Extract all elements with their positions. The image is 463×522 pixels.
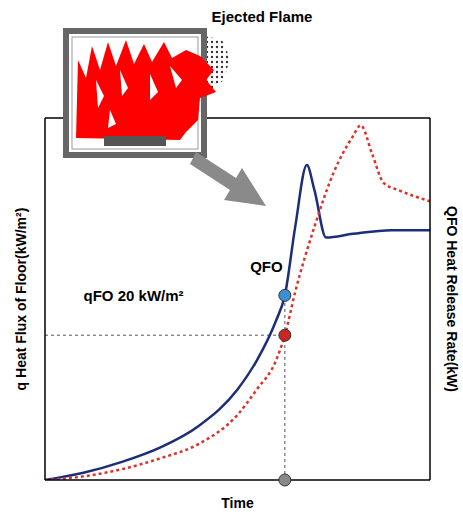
- svg-text:q Heat Flux of Floor(kW/m²): q Heat Flux of Floor(kW/m²): [13, 208, 29, 391]
- svg-text:QFO Heat Release Rate(kW): QFO Heat Release Rate(kW): [444, 206, 460, 392]
- svg-text:QFO: QFO: [250, 258, 283, 275]
- svg-text:qFO 20 kW/m²: qFO 20 kW/m²: [84, 287, 184, 304]
- svg-text:Time: Time: [221, 495, 254, 511]
- svg-text:Ejected Flame: Ejected Flame: [212, 8, 313, 25]
